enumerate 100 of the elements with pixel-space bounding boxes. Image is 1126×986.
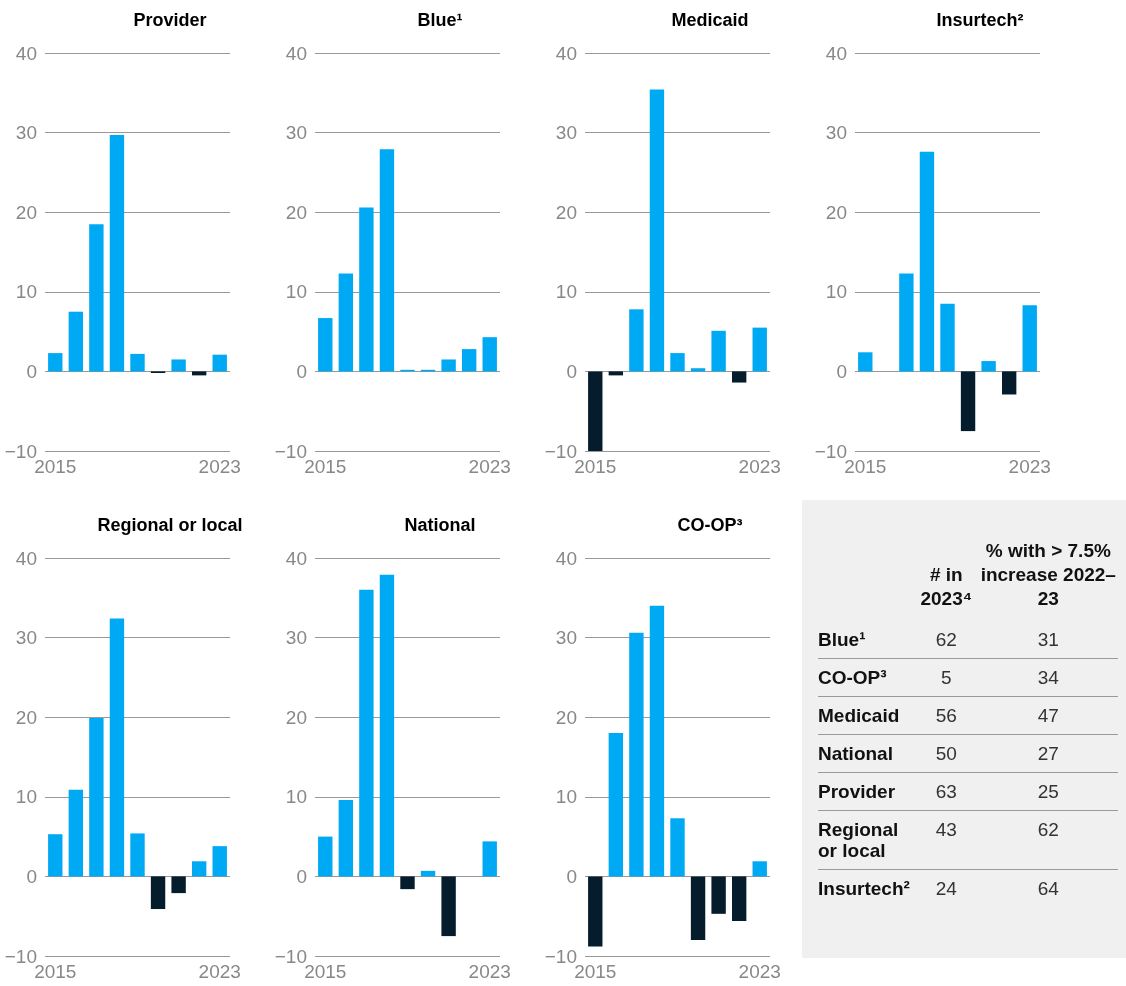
- bar: [670, 353, 685, 372]
- bar: [171, 359, 186, 372]
- bar: [68, 311, 84, 372]
- bar: [858, 352, 873, 372]
- category-label: CO-OP³: [818, 658, 914, 697]
- x-tick-label: 2015: [304, 456, 347, 477]
- y-tick-label: 10: [555, 281, 577, 303]
- y-tick-label: 10: [555, 786, 577, 808]
- bar: [752, 861, 767, 877]
- bar: [608, 371, 624, 376]
- y-tick-label: −10: [274, 440, 307, 462]
- bar: [191, 371, 207, 376]
- chart-title: Regional or local: [97, 515, 243, 535]
- y-tick-label: 20: [15, 706, 37, 728]
- y-tick-label: 10: [285, 786, 307, 808]
- y-tick-label: 40: [15, 547, 37, 569]
- y-tick-label: 0: [296, 865, 307, 887]
- y-tick-label: 40: [15, 42, 37, 64]
- bar: [150, 876, 166, 910]
- y-tick-label: 20: [15, 201, 37, 223]
- y-tick-label: 10: [825, 281, 847, 303]
- bar: [109, 134, 125, 372]
- bar: [130, 833, 145, 877]
- bar: [400, 876, 415, 890]
- data-label: 62: [934, 628, 958, 652]
- bar: [711, 330, 726, 372]
- bar: [171, 876, 186, 894]
- y-tick-label: 10: [15, 786, 37, 808]
- y-tick-label: −10: [544, 945, 577, 967]
- y-tick-label: −10: [814, 440, 847, 462]
- x-tick-label: 2015: [844, 456, 887, 477]
- bar: [191, 861, 207, 877]
- data-label: 31: [1036, 628, 1060, 652]
- category-label: Provider: [818, 772, 914, 811]
- data-label: 62: [978, 810, 1118, 870]
- data-label: 27: [978, 734, 1118, 773]
- y-tick-label: 30: [15, 122, 37, 144]
- y-tick-label: 40: [285, 547, 307, 569]
- bar: [690, 368, 706, 372]
- category-label: Blue¹: [818, 628, 867, 652]
- y-tick-label: 10: [15, 281, 37, 303]
- chart-title: CO-OP³: [677, 515, 743, 535]
- x-tick-label: 2015: [34, 456, 77, 477]
- bar: [338, 799, 354, 877]
- x-tick-label: 2023: [468, 961, 511, 982]
- data-label: 24: [914, 869, 979, 907]
- x-tick-label: 2023: [738, 456, 781, 477]
- y-tick-label: 30: [285, 627, 307, 649]
- x-tick-label: 2015: [304, 961, 347, 982]
- bar: [629, 632, 644, 877]
- bar: [48, 353, 63, 372]
- y-tick-label: 30: [555, 122, 577, 144]
- y-tick-label: 10: [285, 281, 307, 303]
- bar: [670, 818, 685, 877]
- y-tick-label: 30: [15, 627, 37, 649]
- category-label: National: [818, 734, 914, 773]
- data-label: 25: [978, 772, 1118, 811]
- bar: [1001, 371, 1017, 395]
- bar: [588, 371, 603, 451]
- bar: [711, 876, 726, 914]
- bar: [212, 846, 227, 877]
- bar: [318, 836, 333, 877]
- bar: [482, 841, 497, 877]
- bar: [940, 303, 955, 372]
- y-tick-label: 0: [836, 360, 847, 382]
- bar: [48, 834, 63, 877]
- y-tick-label: 40: [825, 42, 847, 64]
- bar: [731, 876, 747, 921]
- bar: [461, 349, 477, 372]
- y-tick-label: 20: [285, 706, 307, 728]
- bar: [981, 361, 996, 372]
- category-label: Insurtech²: [818, 869, 914, 907]
- y-tick-label: 40: [285, 42, 307, 64]
- bar: [130, 353, 145, 372]
- data-label: 47: [978, 696, 1118, 735]
- data-label: 34: [978, 658, 1118, 697]
- bar: [89, 718, 104, 877]
- y-tick-label: 20: [285, 201, 307, 223]
- bar: [379, 149, 395, 372]
- x-tick-label: 2015: [34, 961, 77, 982]
- y-tick-label: −10: [4, 945, 37, 967]
- bar: [318, 318, 333, 372]
- y-tick-label: 30: [555, 627, 577, 649]
- data-label: 56: [914, 696, 979, 735]
- bar: [359, 589, 374, 877]
- x-tick-label: 2023: [738, 961, 781, 982]
- bar: [441, 876, 456, 937]
- data-label: 50: [914, 734, 979, 773]
- y-tick-label: 0: [26, 360, 37, 382]
- x-tick-label: 2015: [574, 961, 617, 982]
- category-label: Medicaid: [818, 696, 914, 735]
- category-label: Regional or local: [818, 810, 914, 870]
- bar: [441, 359, 456, 372]
- y-tick-label: 20: [555, 201, 577, 223]
- bar: [338, 273, 354, 372]
- y-tick-label: 30: [825, 122, 847, 144]
- x-tick-label: 2023: [198, 961, 241, 982]
- chart-title: National: [404, 515, 476, 535]
- chart-title: Medicaid: [671, 10, 749, 30]
- y-tick-label: −10: [4, 440, 37, 462]
